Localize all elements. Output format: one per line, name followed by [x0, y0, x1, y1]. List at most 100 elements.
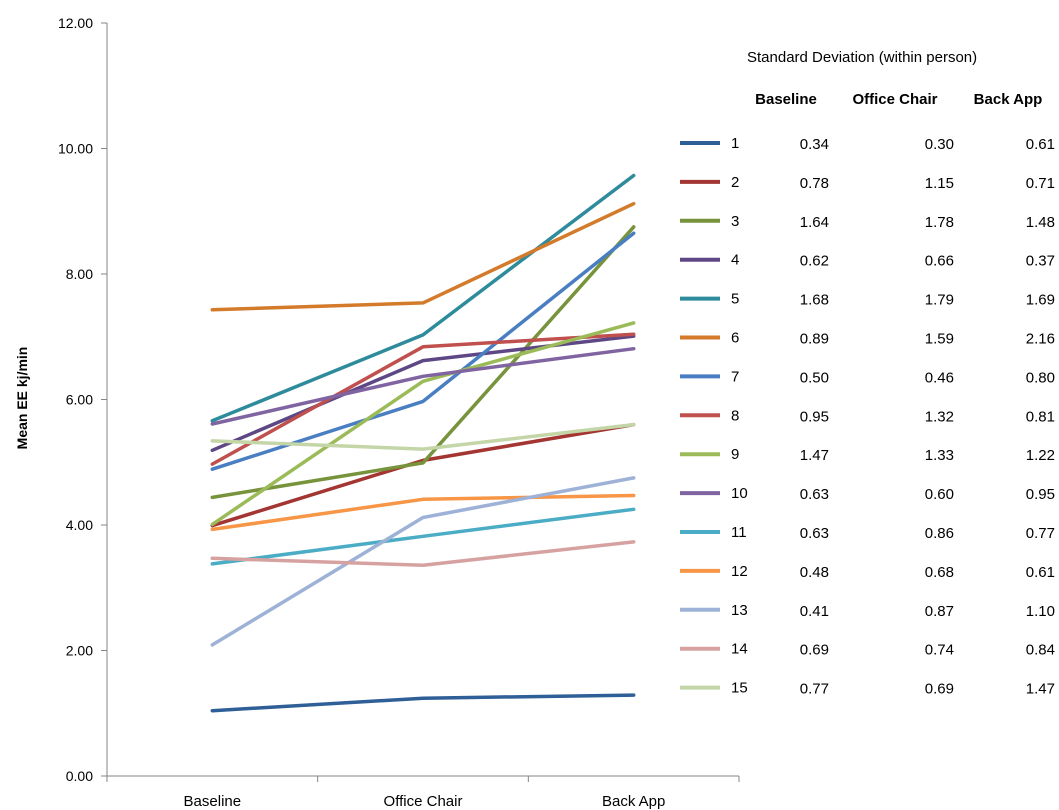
- sd-table-row: 14 0.69 0.74 0.84: [680, 641, 1055, 659]
- legend-series-label: 3: [731, 213, 739, 230]
- sd-table-cell: 0.60: [925, 486, 954, 503]
- y-tick-label: 0.00: [66, 768, 93, 784]
- axes: 0.00 2.00 4.00 6.00 8.00 10.00 12.00 Baseline Of…: [58, 15, 740, 810]
- sd-table-headers: Baseline Office Chair Back App: [755, 91, 1042, 108]
- legend-series-label: 2: [731, 174, 739, 191]
- legend-series-label: 10: [731, 485, 748, 502]
- series-lines: [210, 173, 636, 713]
- sd-table-cell: 0.66: [925, 253, 954, 270]
- legend-series-label: 14: [731, 641, 748, 658]
- sd-table-row: 3 1.64 1.78 1.48: [680, 213, 1055, 231]
- series-line-11: [210, 507, 636, 566]
- sd-table-cell: 0.89: [800, 331, 829, 348]
- series-line-15: [210, 422, 636, 451]
- sd-table-cell: 1.10: [1026, 603, 1055, 620]
- series-line-13: [210, 476, 636, 647]
- sd-table-cell: 0.48: [800, 564, 829, 581]
- sd-table-cell: 0.63: [800, 525, 829, 542]
- sd-table-cell: 0.63: [800, 486, 829, 503]
- series-line-6: [210, 201, 636, 312]
- sd-table-cell: 0.50: [800, 369, 829, 386]
- series-line-9: [210, 321, 636, 527]
- series-line-3: [210, 225, 636, 500]
- legend-series-label: 12: [731, 563, 748, 580]
- sd-table-cell: 0.84: [1026, 642, 1055, 659]
- sd-table-row: 8 0.95 1.32 0.81: [680, 407, 1055, 425]
- sd-table-header: Office Chair: [852, 91, 937, 108]
- sd-table-cell: 1.33: [925, 447, 954, 464]
- legend-series-label: 13: [731, 602, 748, 619]
- y-tick-label: 8.00: [66, 266, 93, 282]
- sd-table-row: 1 0.34 0.30 0.61: [680, 135, 1055, 153]
- sd-table-cell: 0.77: [800, 681, 829, 698]
- sd-table-row: 9 1.47 1.33 1.22: [680, 446, 1055, 464]
- legend-series-label: 15: [731, 680, 748, 697]
- y-tick-label: 6.00: [66, 392, 93, 408]
- sd-table-cell: 1.78: [925, 214, 954, 231]
- sd-table-row: 7 0.50 0.46 0.80: [680, 368, 1055, 386]
- legend-series-label: 5: [731, 291, 739, 308]
- sd-table-row: 10 0.63 0.60 0.95: [680, 485, 1055, 503]
- sd-table-cell: 1.15: [925, 175, 954, 192]
- y-tick-label: 12.00: [58, 15, 93, 31]
- sd-table-cell: 1.64: [800, 214, 829, 231]
- sd-table-cell: 0.86: [925, 525, 954, 542]
- y-tick-label: 2.00: [66, 643, 93, 659]
- sd-table-cell: 0.61: [1026, 136, 1055, 153]
- y-axis-label: Mean EE kj/min: [14, 347, 30, 450]
- sd-table-cell: 0.87: [925, 603, 954, 620]
- sd-table-cell: 0.77: [1026, 525, 1055, 542]
- sd-table-cell: 1.59: [925, 331, 954, 348]
- sd-table-row: 11 0.63 0.86 0.77: [680, 524, 1055, 542]
- sd-table-row: 5 1.68 1.79 1.69: [680, 291, 1055, 309]
- sd-table-cell: 0.69: [800, 642, 829, 659]
- legend-series-label: 7: [731, 368, 739, 385]
- sd-table-cell: 0.95: [1026, 486, 1055, 503]
- sd-table-cell: 1.48: [1026, 214, 1055, 231]
- sd-table-cell: 1.79: [925, 292, 954, 309]
- sd-table-cell: 2.16: [1026, 331, 1055, 348]
- sd-table-cell: 0.30: [925, 136, 954, 153]
- y-tick-label: 4.00: [66, 517, 93, 533]
- legend-series-label: 9: [731, 446, 739, 463]
- sd-table-cell: 0.69: [925, 681, 954, 698]
- series-line-1: [210, 693, 636, 713]
- series-line-14: [210, 540, 636, 567]
- x-tick-label: Back App: [602, 793, 665, 810]
- series-line-4: [210, 334, 636, 453]
- x-tick-label: Office Chair: [384, 793, 463, 810]
- x-tick-label: Baseline: [184, 793, 242, 810]
- sd-table-header: Back App: [974, 91, 1043, 108]
- series-line-7: [210, 231, 636, 471]
- y-tick-label: 10.00: [58, 141, 93, 157]
- sd-table: Standard Deviation (within person) Basel…: [680, 49, 1055, 698]
- legend-series-label: 1: [731, 135, 739, 152]
- sd-table-header: Baseline: [755, 91, 817, 108]
- sd-table-cell: 1.47: [1026, 681, 1055, 698]
- sd-table-cell: 0.80: [1026, 369, 1055, 386]
- sd-table-cell: 0.61: [1026, 564, 1055, 581]
- series-line-8: [210, 332, 636, 466]
- sd-table-cell: 0.37: [1026, 253, 1055, 270]
- sd-table-row: 12 0.48 0.68 0.61: [680, 563, 1055, 581]
- sd-table-cell: 0.46: [925, 369, 954, 386]
- sd-table-row: 13 0.41 0.87 1.10: [680, 602, 1055, 620]
- sd-table-cell: 1.47: [800, 447, 829, 464]
- sd-table-cell: 0.41: [800, 603, 829, 620]
- series-line-12: [210, 493, 636, 532]
- sd-table-cell: 0.71: [1026, 175, 1055, 192]
- sd-table-cell: 0.95: [800, 408, 829, 425]
- sd-table-cell: 0.62: [800, 253, 829, 270]
- series-line-2: [210, 422, 636, 528]
- sd-table-cell: 1.69: [1026, 292, 1055, 309]
- legend-series-label: 8: [731, 407, 739, 424]
- series-line-5: [210, 173, 636, 423]
- series-line-10: [210, 346, 636, 426]
- sd-table-row: 15 0.77 0.69 1.47: [680, 680, 1055, 698]
- legend-series-label: 11: [731, 524, 747, 541]
- sd-table-cell: 0.74: [925, 642, 954, 659]
- sd-table-title: Standard Deviation (within person): [747, 49, 977, 66]
- sd-table-cell: 1.68: [800, 292, 829, 309]
- legend-series-label: 6: [731, 330, 739, 347]
